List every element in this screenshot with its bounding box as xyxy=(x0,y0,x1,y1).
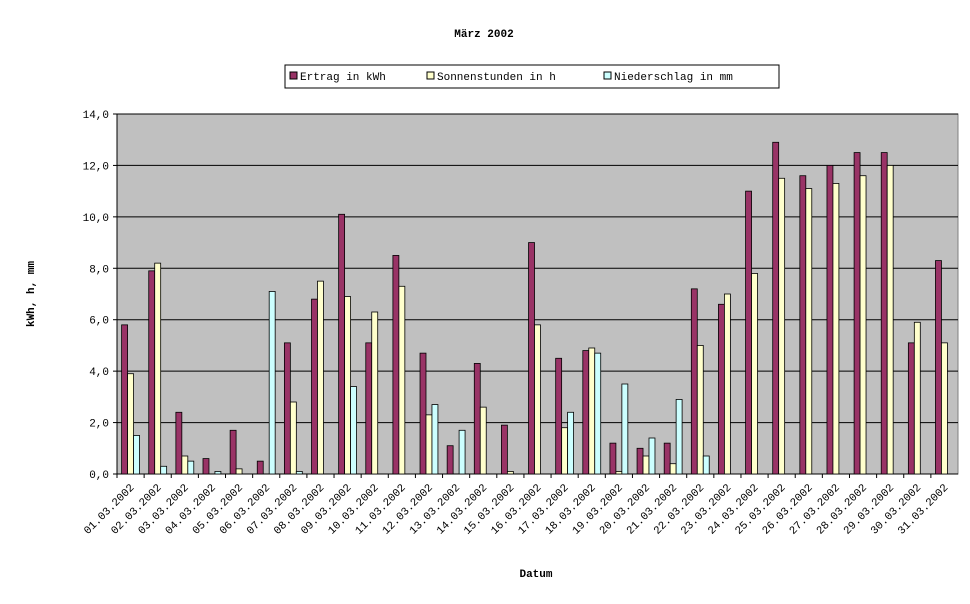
bar xyxy=(501,424,508,475)
bar xyxy=(181,455,189,475)
bar xyxy=(805,188,813,475)
bar xyxy=(696,345,704,475)
y-tick-label: 14,0 xyxy=(83,110,109,122)
y-tick-label: 6,0 xyxy=(89,316,109,328)
bar xyxy=(561,427,569,475)
bar xyxy=(398,285,406,475)
bar xyxy=(458,429,466,475)
bar xyxy=(317,280,324,475)
bar xyxy=(724,293,731,475)
bar xyxy=(473,363,481,475)
x-axis-label: Datum xyxy=(519,569,552,581)
bar xyxy=(365,342,373,475)
bar xyxy=(121,324,128,475)
bar xyxy=(431,404,439,475)
bar xyxy=(594,352,602,475)
bar xyxy=(392,255,400,475)
bar xyxy=(582,350,590,475)
bar xyxy=(826,165,834,475)
legend-swatch xyxy=(426,71,435,80)
bar xyxy=(853,152,861,475)
bar xyxy=(268,291,276,475)
bar xyxy=(636,447,644,475)
bar xyxy=(425,414,433,475)
bar xyxy=(745,190,752,475)
bar xyxy=(675,399,683,475)
y-tick-label: 12,0 xyxy=(83,161,109,173)
bar xyxy=(133,435,140,475)
bar xyxy=(772,141,780,475)
y-tick-label: 0,0 xyxy=(89,470,109,482)
bar xyxy=(479,406,487,475)
bar xyxy=(567,411,574,475)
bar xyxy=(350,386,357,475)
bar xyxy=(621,383,629,475)
y-axis-label: kWh, h, mm xyxy=(26,261,38,327)
bar xyxy=(886,165,894,475)
bar xyxy=(256,460,264,475)
legend-swatch xyxy=(603,71,612,80)
bar xyxy=(295,471,303,475)
bar xyxy=(528,242,535,475)
bar xyxy=(202,458,210,475)
bar xyxy=(588,347,596,475)
bar xyxy=(555,357,563,475)
bar xyxy=(506,471,514,475)
bar xyxy=(214,471,222,475)
bar xyxy=(154,262,162,475)
bar xyxy=(880,152,888,475)
bar xyxy=(419,352,427,475)
bar xyxy=(799,175,807,475)
y-tick-label: 8,0 xyxy=(89,264,109,276)
bar xyxy=(289,401,297,475)
bar xyxy=(718,303,725,475)
legend-label: Ertrag in kWh xyxy=(300,72,386,84)
bar xyxy=(615,471,623,475)
bar xyxy=(702,455,710,475)
bar xyxy=(907,342,915,475)
bar xyxy=(642,455,650,475)
bar xyxy=(648,437,656,475)
bar xyxy=(160,465,168,475)
bar xyxy=(941,342,948,475)
bar xyxy=(338,213,346,475)
y-tick-label: 2,0 xyxy=(89,419,109,431)
bar xyxy=(935,260,942,475)
bar xyxy=(534,324,541,475)
y-tick-label: 4,0 xyxy=(89,367,109,379)
legend-label: Sonnenstunden in h xyxy=(437,72,556,84)
bar xyxy=(344,296,351,475)
bar xyxy=(148,270,156,475)
bar xyxy=(663,442,671,475)
bar xyxy=(371,311,379,475)
bar xyxy=(127,373,134,475)
bar xyxy=(609,442,617,475)
bar xyxy=(669,463,677,475)
bar xyxy=(690,288,698,475)
bar xyxy=(751,273,758,475)
bar xyxy=(446,445,454,475)
bar xyxy=(229,429,237,475)
bar xyxy=(913,321,921,475)
y-tick-label: 10,0 xyxy=(83,213,109,225)
bar xyxy=(778,177,786,475)
legend-label: Niederschlag in mm xyxy=(614,72,733,84)
legend-box xyxy=(284,64,780,89)
bar xyxy=(832,183,840,475)
legend-swatch xyxy=(289,71,298,80)
bar xyxy=(311,298,318,475)
bar xyxy=(235,468,243,475)
bar xyxy=(283,342,291,475)
bar xyxy=(175,411,183,475)
bar xyxy=(187,460,195,475)
bar xyxy=(859,175,867,475)
chart-title: März 2002 xyxy=(454,29,513,41)
